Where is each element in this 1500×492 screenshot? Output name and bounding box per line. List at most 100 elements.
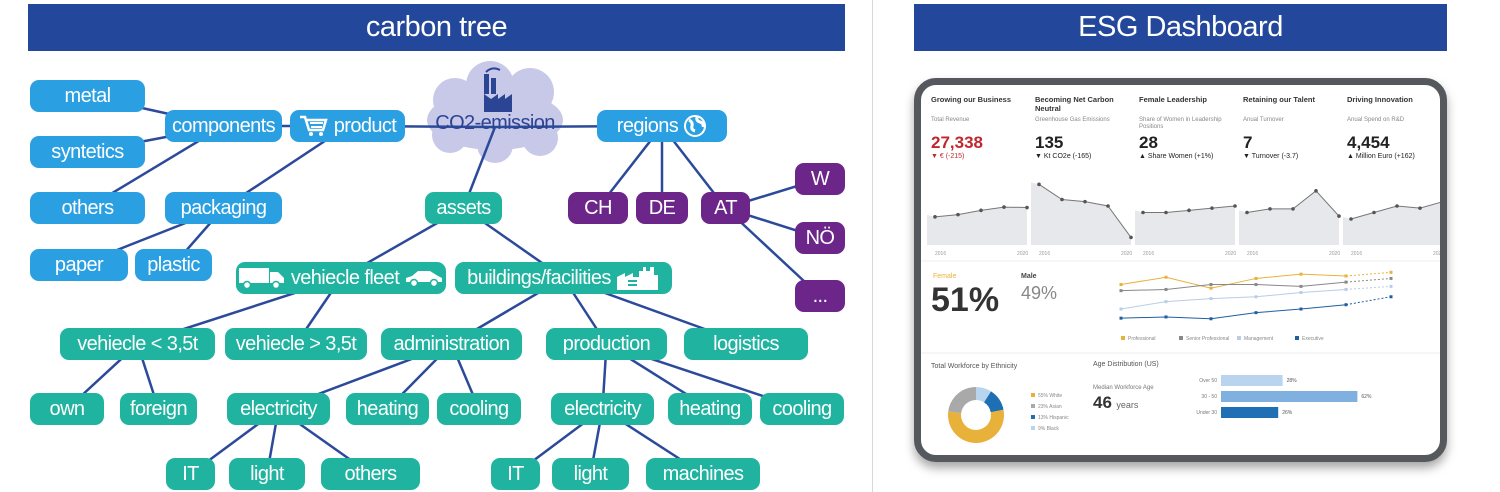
node-ch[interactable]: CH [568,192,628,224]
kpi-value: 7 [1243,133,1253,152]
node-lt35[interactable]: vehiecle < 3,5t [60,328,215,360]
sparkline-point [1268,207,1272,211]
sparkline-year: 2016 [1351,251,1362,257]
age-bar-label: 30 - 50 [1201,394,1217,400]
node-label: logistics [713,332,779,355]
sparkline-point [1210,206,1214,210]
node-foreign[interactable]: foreign [120,393,197,425]
node-product[interactable]: product [290,110,405,142]
kpi-value: 27,338 [931,133,983,152]
kpi-card[interactable]: Growing our Business Total Revenue 27,338 ▼… [931,95,1031,160]
legend-label: Senior Professional [1186,336,1229,342]
node-gt35[interactable]: vehiecle > 3,5t [225,328,367,360]
median-age-label: Median Workforce Age [1093,385,1154,391]
node-label: administration [393,332,510,355]
node-buildings[interactable]: buildings/facilities [455,262,672,294]
node-machines[interactable]: machines [646,458,760,490]
node-others_mat[interactable]: others [30,192,145,224]
node-metal[interactable]: metal [30,80,145,112]
node-elec2[interactable]: electricity [551,393,654,425]
sparkline-area [1343,202,1440,245]
node-light2[interactable]: light [552,458,629,490]
node-label: AT [714,196,737,219]
trend-point [1119,289,1123,293]
trend-line-Senior Professional [1120,281,1347,292]
donut-slice-Asian [948,387,976,414]
sparkline-point [1060,197,1064,202]
node-de[interactable]: DE [636,192,688,224]
trend-forecast-Executive [1345,296,1392,306]
trend-point [1344,287,1348,291]
node-syntetics[interactable]: syntetics [30,136,145,168]
node-heat1[interactable]: heating [346,393,429,425]
trend-forecast-Senior Professional [1345,277,1392,283]
kpi-card[interactable]: Retaining our Talent Anual Turnover 7 ▼ Tur… [1243,95,1343,160]
kpi-card[interactable]: Driving Innovation Anual Spend on R&D 4,45… [1347,95,1440,160]
node-fleet[interactable]: vehiecle fleet [236,262,446,294]
trend-point [1254,311,1258,315]
trend-point [1209,317,1213,321]
node-at[interactable]: AT [701,192,750,224]
kpi-title: Becoming Net Carbon Neutral [1035,95,1114,113]
node-label: IT [182,462,199,485]
sparkline-point [1372,210,1376,215]
node-assets[interactable]: assets [425,192,502,224]
node-light1[interactable]: light [229,458,305,490]
node-heat2[interactable]: heating [668,393,752,425]
median-age-value: 46 [1093,393,1112,412]
kpi-delta: ▲ Share Women (+1%) [1139,153,1214,160]
node-w[interactable]: W [795,163,845,195]
factory-icon [616,265,660,291]
legend-swatch [1237,336,1241,340]
node-own[interactable]: own [30,393,104,425]
ethnicity-legend-swatch [1031,415,1035,419]
node-others1[interactable]: others [321,458,420,490]
node-label: electricity [240,397,317,420]
node-no[interactable]: NÖ [795,222,845,254]
kpi-delta: ▼ € (-215) [931,153,965,160]
node-label: IT [507,462,524,485]
kpi-value: 135 [1035,133,1064,152]
node-elec1[interactable]: electricity [227,393,330,425]
node-cool2[interactable]: cooling [760,393,844,425]
node-more[interactable]: ... [795,280,845,312]
kpi-card[interactable]: Female Leadership Share of Women in Leade… [1139,95,1239,160]
node-it2[interactable]: IT [491,458,540,490]
sparkline-year: 2020 [1329,251,1340,257]
female-value: 51% [931,281,1000,319]
node-it1[interactable]: IT [166,458,215,490]
age-bar-value: 62% [1361,394,1372,400]
sparkline-point [1291,207,1295,211]
co2-emission-root[interactable]: CO2-emission [435,112,555,134]
node-logistics[interactable]: logistics [684,328,808,360]
ethnicity-legend-label: 23% Asian [1038,404,1062,410]
sparkline-area [927,207,1027,245]
node-label: machines [662,462,744,485]
node-label: W [810,167,830,190]
node-label: DE [648,196,676,219]
node-components[interactable]: components [165,110,282,142]
sparkline-point [1418,206,1422,210]
dashboard-charts: 2016 2020 2016 2020 2016 2020 2016 2020 2016 2020… [921,182,1440,444]
trend-point [1209,297,1213,301]
sparkline-point [979,208,983,213]
node-production[interactable]: production [546,328,667,360]
age-bar [1221,391,1358,402]
node-label: plastic [147,253,200,276]
node-cool1[interactable]: cooling [437,393,521,425]
node-administration[interactable]: administration [381,328,522,360]
donut-slice-White [948,409,1004,444]
node-label: ... [812,284,828,307]
node-label: components [172,114,276,137]
node-regions[interactable]: regions [597,110,727,142]
node-paper[interactable]: paper [30,249,128,281]
node-label: light [573,462,608,485]
node-label: vehiecle < 3,5t [77,332,198,355]
node-packaging[interactable]: packaging [165,192,282,224]
sparkline-year: 2016 [1143,251,1154,257]
node-label: buildings/facilities [467,266,611,289]
kpi-card[interactable]: Becoming Net Carbon Neutral Greenhouse Ga… [1035,95,1135,160]
sparkline-point [1002,205,1006,209]
node-plastic[interactable]: plastic [135,249,212,281]
trend-point [1254,295,1258,299]
